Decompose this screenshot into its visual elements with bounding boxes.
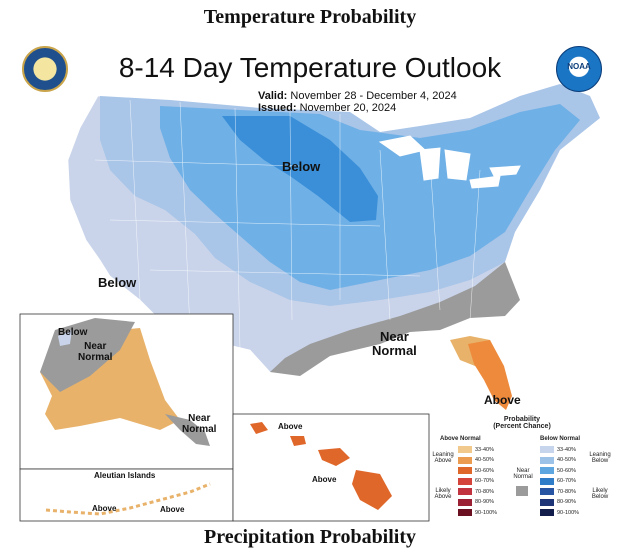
label-near-normal-se-alaska: Near Normal [182,413,217,435]
valid-line: Valid: November 28 - December 4, 2024 [258,90,457,102]
issued-date: November 20, 2024 [299,102,397,114]
label-near-normal-conus: Near Normal [372,330,417,357]
valid-label: Valid: [258,90,288,102]
legend-above-swatch [458,509,472,516]
legend-below-swatch-label: 90-100% [557,509,580,516]
label-below-west: Below [98,275,137,290]
legend-above-swatch-label: 33-40% [475,446,494,453]
noaa-logo-text: NOAA [567,62,591,71]
aleutian-chain-above [45,482,211,516]
legend-near-normal-swatch [516,486,528,496]
legend-likely-below: Likely Below [588,488,612,500]
legend-near-line2: Normal [513,474,533,480]
label-above-hawaii-2: Above [312,475,337,484]
label-se-near-line1: Near [188,413,211,424]
header-temperature-probability: Temperature Probability [203,6,417,28]
label-se-normal-line2: Normal [182,423,217,435]
label-near-line1: Near [379,329,409,344]
conus-below-60-region [222,116,378,222]
legend-below-swatch-label: 33-40% [557,446,576,453]
legend-below-swatch-label: 50-60% [557,467,576,474]
conus-above-40-region [468,340,512,410]
legend-above-swatch-label: 70-80% [475,488,494,495]
legend-near-normal: Near Normal [512,468,534,480]
alaska-se-near-region [165,414,210,446]
legend-above-swatch [458,456,472,464]
alaska-above-region [40,328,180,430]
great-lakes [378,135,521,189]
legend-likely-above-line1: Likely [435,488,451,494]
legend-above-swatch [458,498,472,506]
probability-legend: Probability (Percent Chance) Above Norma… [432,416,612,524]
valid-dates: November 28 - December 4, 2024 [290,90,457,102]
dept-of-commerce-seal-icon [22,46,68,92]
legend-below-header: Below Normal [540,436,581,442]
legend-above-swatch [458,488,472,495]
legend-below-swatch [540,446,554,453]
legend-likely-above: Likely Above [432,488,454,500]
label-above-conus: Above [484,393,521,407]
conus-near-normal-region [270,262,520,376]
legend-leaning-above-line2: Above [434,458,452,464]
legend-likely-above-line2: Above [434,494,452,500]
noaa-logo-icon: NOAA [556,46,602,92]
legend-below-swatch [540,498,554,506]
label-near-normal-alaska: Near Normal [78,341,113,363]
legend-leaning-below-line1: Leaning [589,452,611,458]
legend-below-swatch-label: 60-70% [557,478,576,484]
legend-below-swatch [540,488,554,495]
legend-above-swatch-label: 90-100% [475,509,498,516]
legend-title-line1: Probability [503,416,541,423]
legend-below-swatch-label: 70-80% [557,488,576,495]
legend-likely-below-line1: Likely [592,488,608,494]
legend-below-swatch [540,477,554,485]
label-normal-line2: Normal [372,342,417,358]
header-precipitation-probability: Precipitation Probability [203,526,417,548]
hawaii-kauai [250,422,268,434]
legend-above-swatch-label: 40-50% [475,457,494,463]
legend-below-swatch [540,509,554,516]
label-aleutian-islands: Aleutian Islands [94,471,156,480]
hawaii-big-island [352,470,392,510]
legend-above-swatch-label: 50-60% [475,467,494,474]
legend-leaning-below: Leaning Below [588,452,612,464]
legend-above-swatch [458,477,472,485]
legend-below-swatch [540,467,554,474]
legend-above-swatch [458,467,472,474]
state-boundaries [94,99,481,351]
label-above-aleutian-2: Above [160,505,185,514]
legend-leaning-above: Leaning Above [432,452,454,464]
legend-above-swatch [458,446,472,453]
alaska-below-region [58,330,72,346]
legend-above-swatch-label: 80-90% [475,499,494,505]
label-below-north: Below [282,159,321,174]
issued-label: Issued: [258,102,297,114]
legend-leaning-below-line2: Below [591,458,609,464]
label-below-alaska: Below [58,327,88,338]
aleutian-inset-frame [19,468,234,522]
legend-title-line2: (Percent Chance) [493,423,551,430]
label-alaska-near-line1: Near [84,341,107,352]
legend-near-line1: Near [516,468,530,474]
legend-above-header: Above Normal [440,436,481,442]
legend-below-swatch [540,456,554,464]
label-above-aleutian-1: Above [92,504,117,513]
legend-likely-below-line2: Below [591,494,609,500]
legend-above-swatch-label: 60-70% [475,478,494,484]
legend-leaning-above-line1: Leaning [432,452,454,458]
issued-line: Issued: November 20, 2024 [258,102,396,114]
hawaii-molokai-maui [318,448,350,466]
legend-below-swatch-label: 40-50% [557,457,576,463]
legend-title: Probability (Percent Chance) [482,416,562,430]
label-above-hawaii-1: Above [278,422,303,431]
label-alaska-normal-line2: Normal [78,351,113,363]
map-title: 8-14 Day Temperature Outlook [118,52,502,83]
hawaii-inset-frame [232,413,430,522]
legend-below-swatch-label: 80-90% [557,499,576,505]
hawaii-oahu [290,436,306,446]
